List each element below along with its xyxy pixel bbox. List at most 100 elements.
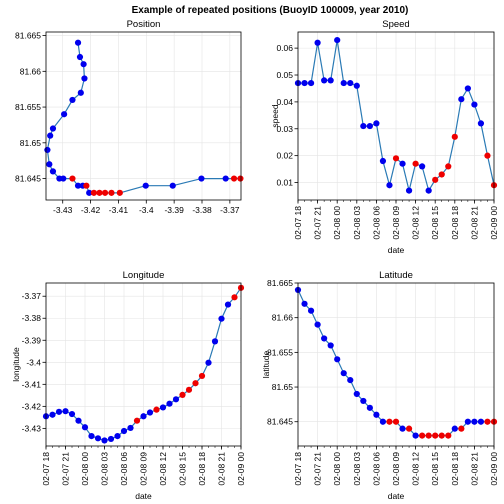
longitude-ytick-label: -3.43 [22,423,42,433]
latitude-xtick-label: 02-07 18 [293,452,303,486]
panel-longitude: Longitude 02-07 18 02-07 21 02-08 00 02-08 0… [11,270,246,501]
position-point [46,161,53,168]
latitude-point [334,356,341,363]
latitude-repeated-point [392,418,400,425]
longitude-xtick-label: 02-08 18 [197,452,207,486]
longitude-point [94,435,102,442]
longitude-ytick-label: -3.41 [22,379,42,389]
longitude-xtick-label: 02-08 00 [80,452,90,486]
speed-xtick-label: 02-08 06 [371,206,381,240]
longitude-point [120,427,128,435]
latitude-ylabel: latitude [261,351,271,379]
longitude-point [107,435,115,443]
position-point [80,61,87,68]
longitude-xlabel: date [135,491,152,501]
position-point [49,125,57,132]
speed-repeated-point [392,155,400,162]
speed-point [458,96,465,103]
speed-xtick-label: 02-08 09 [391,206,401,240]
longitude-ytick-label: -3.38 [22,313,42,323]
speed-point [334,36,341,44]
longitude-repeated-point [133,417,141,424]
speed-point [477,120,485,127]
speed-xtick-label: 02-08 12 [411,206,421,240]
position-point [222,175,229,182]
latitude-point [412,432,419,439]
position-axes-frame [45,31,242,201]
speed-point [307,79,315,87]
position-repeated-point [69,175,76,182]
position-point [86,189,93,196]
speed-repeated-point [432,176,439,183]
speed-ytick-label: 0.05 [276,70,293,80]
position-repeated-point [83,182,90,189]
position-repeated-point [116,189,123,196]
position-ytick-label: 81.655 [15,102,41,112]
latitude-point [373,411,380,418]
longitude-point [205,359,212,366]
speed-point [419,163,426,170]
latitude-point [321,335,328,342]
position-repeated-point [90,189,98,196]
longitude-point [140,413,147,420]
position-point [76,53,84,61]
longitude-repeated-point [231,294,238,301]
latitude-xtick-label: 02-08 00 [332,452,342,486]
speed-xtick-label: 02-08 00 [332,206,342,240]
latitude-repeated-point [425,432,432,439]
longitude-xtick-label: 02-09 00 [236,452,246,486]
speed-point [327,77,334,84]
longitude-point [127,424,134,432]
latitude-repeated-point [386,418,393,425]
position-point [61,111,68,118]
panel-speed: Speed 02-07 18 02-07 21 02-08 00 02-08 03 02-… [270,19,499,255]
position-series-line [46,42,241,194]
longitude-point [146,409,154,416]
latitude-point [366,404,373,411]
longitude-ytick-label: -3.39 [22,335,42,345]
latitude-xtick-label: 02-08 09 [391,452,401,486]
latitude-point [477,418,485,425]
longitude-point [218,315,225,322]
longitude-xtick-label: 02-08 06 [119,452,129,486]
position-point [60,175,67,182]
longitude-repeated-point [153,406,160,413]
longitude-point [88,432,95,440]
speed-point [340,79,347,87]
speed-ytick-label: 0.02 [276,151,293,161]
position-xtick-label: -3.4 [139,205,154,215]
position-ytick-label: 81.65 [20,138,42,148]
position-ytick-label: 81.665 [15,31,41,41]
longitude-point [224,301,232,308]
speed-xtick-label: 02-08 15 [430,206,440,240]
longitude-point [75,417,82,424]
longitude-ytick-label: -3.42 [22,401,42,411]
latitude-xtick-label: 02-08 21 [469,452,479,486]
speed-point [464,85,471,92]
position-ytick-label: 81.645 [15,174,41,184]
latitude-point [340,370,347,377]
speed-point [301,79,308,87]
latitude-point [471,418,478,425]
longitude-xtick-label: 02-08 09 [139,452,149,486]
longitude-point [55,408,63,415]
position-point [198,175,205,182]
latitude-repeated-point [458,425,465,432]
latitude-title: Latitude [379,270,413,281]
position-ytick-label: 81.66 [20,66,42,76]
position-repeated-point [237,175,244,182]
speed-xtick-label: 02-08 18 [450,206,460,240]
longitude-ytick-label: -3.4 [26,357,41,367]
longitude-point [159,404,167,411]
position-xtick-label: -3.39 [164,205,184,215]
speed-xtick-label: 02-09 00 [489,206,499,240]
latitude-repeated-point [438,432,445,439]
speed-point [386,182,393,189]
speed-repeated-point [438,171,445,178]
speed-point [425,187,432,194]
longitude-repeated-point [192,380,199,387]
position-repeated-point [108,189,115,196]
longitude-xtick-label: 02-08 12 [158,452,168,486]
position-point [69,96,76,104]
latitude-repeated-point [484,418,491,425]
